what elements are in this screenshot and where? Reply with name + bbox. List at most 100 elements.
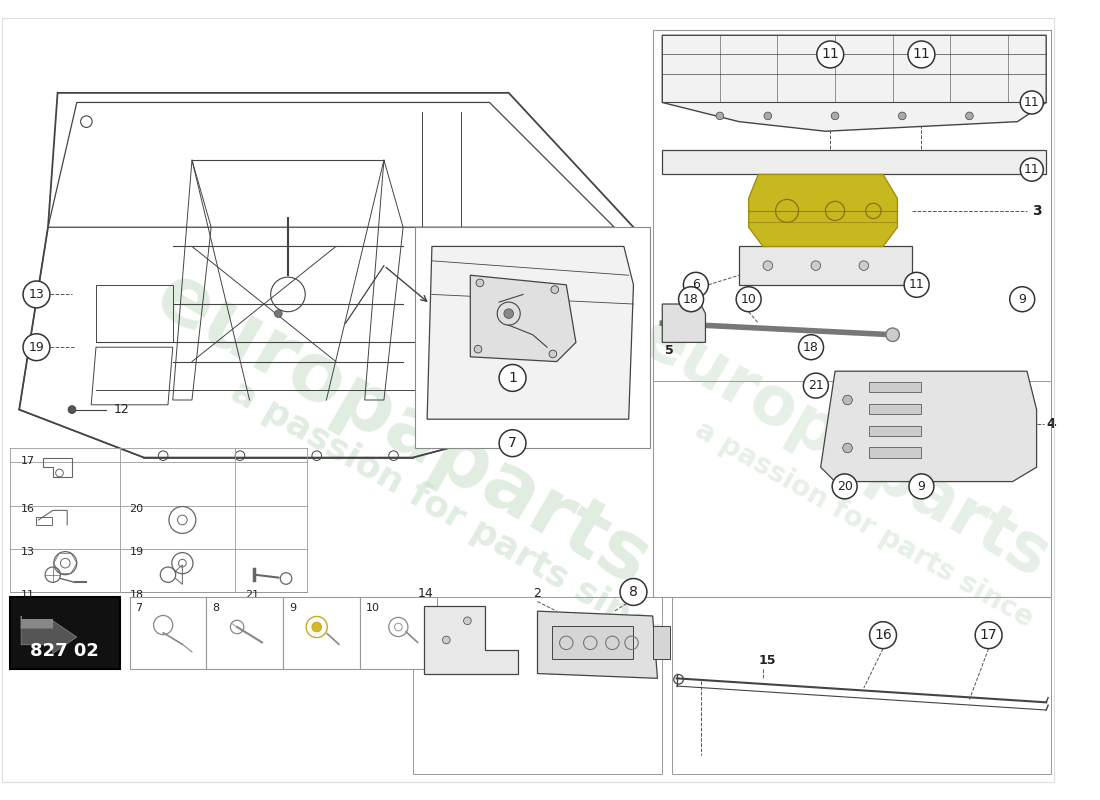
Text: 11: 11 (822, 47, 839, 62)
Text: 11: 11 (913, 47, 931, 62)
Text: 11: 11 (21, 590, 35, 600)
Circle shape (909, 474, 934, 499)
Circle shape (736, 286, 761, 312)
Text: 13: 13 (29, 288, 44, 301)
Bar (130, 597, 207, 669)
Text: 18: 18 (130, 590, 144, 600)
Circle shape (899, 112, 906, 120)
Text: 8: 8 (629, 585, 638, 599)
Text: 2: 2 (532, 586, 540, 600)
Circle shape (843, 395, 852, 405)
Circle shape (966, 112, 974, 120)
Circle shape (764, 112, 772, 120)
Circle shape (832, 112, 839, 120)
Text: 9: 9 (289, 602, 296, 613)
Text: 17: 17 (980, 628, 998, 642)
Text: 19: 19 (130, 547, 144, 557)
Bar (360, 597, 437, 669)
Circle shape (499, 365, 526, 391)
Text: 10: 10 (365, 602, 380, 613)
Text: 4: 4 (1046, 417, 1056, 431)
Text: 11: 11 (1024, 96, 1040, 109)
Circle shape (859, 261, 869, 270)
Text: 6: 6 (692, 278, 700, 291)
Bar (283, 597, 360, 669)
Circle shape (474, 346, 482, 353)
Circle shape (833, 474, 857, 499)
Bar (869, 382, 922, 392)
Bar (21, 619, 53, 629)
Text: 11: 11 (1024, 163, 1040, 176)
Bar (10, 597, 120, 669)
Text: 20: 20 (837, 480, 852, 493)
Circle shape (68, 406, 76, 414)
Circle shape (275, 310, 283, 318)
Bar (672, 597, 1050, 774)
Polygon shape (749, 174, 898, 246)
Bar (207, 597, 283, 669)
Circle shape (904, 272, 930, 298)
Text: 10: 10 (740, 293, 757, 306)
Polygon shape (21, 616, 77, 654)
Text: 17: 17 (21, 456, 35, 466)
Bar (652, 626, 670, 659)
Circle shape (463, 617, 471, 625)
Circle shape (870, 622, 896, 649)
Text: europäparts: europäparts (142, 254, 664, 603)
Text: 21: 21 (245, 590, 258, 600)
Text: 15: 15 (758, 654, 776, 667)
Circle shape (763, 261, 772, 270)
Text: 20: 20 (130, 504, 144, 514)
Bar (36, 517, 52, 525)
Text: 12: 12 (113, 403, 129, 416)
Text: 8: 8 (212, 602, 219, 613)
Polygon shape (427, 246, 634, 419)
Polygon shape (538, 611, 658, 678)
Circle shape (811, 261, 821, 270)
Polygon shape (471, 275, 576, 362)
Text: 7: 7 (135, 602, 143, 613)
Text: 18: 18 (683, 293, 698, 306)
Text: 7: 7 (508, 436, 517, 450)
Circle shape (1021, 91, 1043, 114)
Text: 827 02: 827 02 (31, 642, 99, 661)
Text: 14: 14 (418, 586, 433, 600)
Polygon shape (662, 304, 705, 342)
Circle shape (679, 286, 704, 312)
Text: 9: 9 (917, 480, 925, 493)
Polygon shape (739, 246, 912, 285)
Text: europäparts: europäparts (628, 304, 1062, 592)
Text: 13: 13 (21, 547, 35, 557)
Circle shape (799, 334, 824, 360)
Circle shape (843, 443, 852, 453)
Polygon shape (662, 35, 1046, 131)
Circle shape (886, 328, 900, 342)
Circle shape (716, 112, 724, 120)
Polygon shape (425, 606, 518, 674)
Text: 16: 16 (874, 628, 892, 642)
Text: 5: 5 (666, 344, 674, 358)
Circle shape (683, 272, 708, 298)
Circle shape (976, 622, 1002, 649)
Bar (869, 404, 922, 414)
Polygon shape (662, 150, 1046, 174)
Bar (869, 447, 922, 458)
Text: 19: 19 (29, 341, 44, 354)
Circle shape (549, 350, 557, 358)
Bar (552, 626, 634, 659)
Text: 18: 18 (803, 341, 820, 354)
Circle shape (442, 636, 450, 644)
Text: 9: 9 (1019, 293, 1026, 306)
Circle shape (1010, 286, 1035, 312)
Bar (412, 597, 662, 774)
Text: a passion for parts since: a passion for parts since (690, 416, 1038, 634)
Text: 21: 21 (808, 379, 824, 392)
Polygon shape (821, 371, 1036, 482)
Circle shape (504, 309, 514, 318)
Circle shape (1021, 158, 1043, 181)
Text: 16: 16 (21, 504, 35, 514)
Bar (869, 426, 922, 437)
Text: 11: 11 (909, 278, 924, 291)
Bar (652, 30, 1050, 597)
Circle shape (312, 622, 321, 632)
